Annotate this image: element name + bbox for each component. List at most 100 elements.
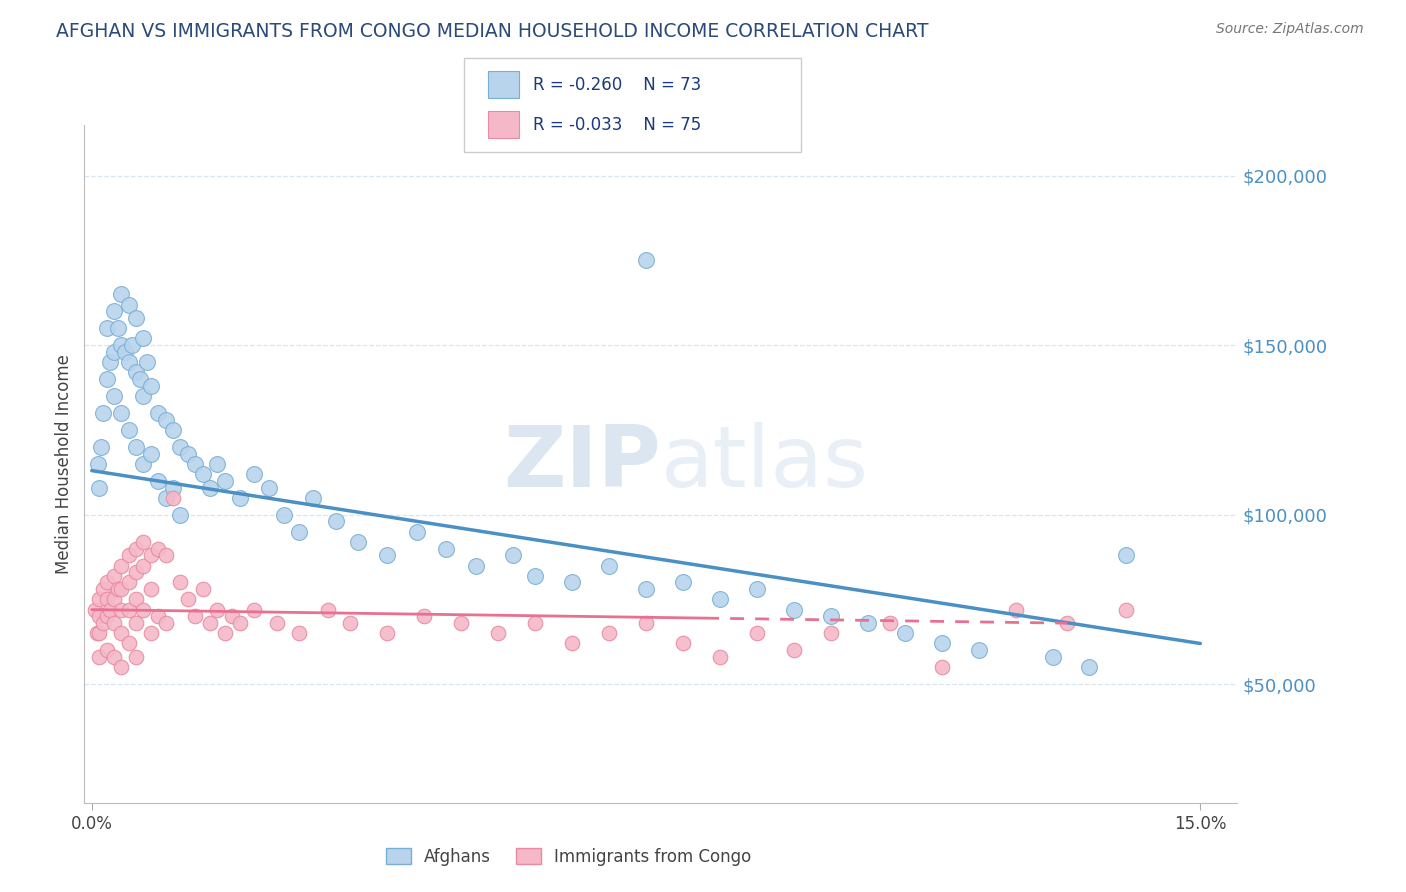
Point [148,609,170,624]
Point [103,345,125,359]
Point [110,338,132,352]
Point [128,372,150,386]
Point [207,457,229,471]
Point [110,582,132,597]
Point [121,338,143,352]
Point [287,626,309,640]
Point [273,508,295,522]
Text: ZIP: ZIP [503,422,661,506]
Point [169,508,191,522]
Point [316,602,339,616]
Point [139,379,162,393]
Point [98,355,121,369]
Point [198,616,221,631]
Point [436,541,458,556]
Point [86,626,108,640]
Point [634,253,657,268]
Point [155,549,177,563]
Point [118,575,141,590]
Point [377,626,399,640]
Point [524,616,547,631]
Point [118,602,141,616]
Point [486,626,509,640]
Point [91,406,114,420]
Point [132,602,155,616]
Legend: Afghans, Immigrants from Congo: Afghans, Immigrants from Congo [380,841,758,872]
Point [118,297,141,311]
Point [110,287,132,301]
Point [820,626,842,640]
Point [177,592,200,607]
Point [302,491,325,505]
Text: Source: ZipAtlas.com: Source: ZipAtlas.com [1216,22,1364,37]
Point [191,467,214,481]
Point [118,423,141,437]
Point [132,389,155,403]
Point [118,549,141,563]
Point [561,636,583,650]
Point [125,616,148,631]
Point [325,515,347,529]
Y-axis label: Median Household Income: Median Household Income [55,354,73,574]
Point [967,643,990,657]
Point [184,457,207,471]
Point [783,602,806,616]
Point [148,406,170,420]
Point [155,616,177,631]
Point [214,474,236,488]
Point [634,616,657,631]
Point [745,582,768,597]
Point [107,582,129,597]
Point [125,592,148,607]
Point [91,582,114,597]
Point [287,524,309,539]
Point [155,491,177,505]
Text: AFGHAN VS IMMIGRANTS FROM CONGO MEDIAN HOUSEHOLD INCOME CORRELATION CHART: AFGHAN VS IMMIGRANTS FROM CONGO MEDIAN H… [56,22,929,41]
Point [89,481,111,495]
Point [745,626,768,640]
Point [406,524,429,539]
Point [184,609,207,624]
Point [1056,616,1078,631]
Point [110,626,132,640]
Point [162,423,184,437]
Point [377,549,399,563]
Point [103,592,125,607]
Point [450,616,472,631]
Point [118,636,141,650]
Point [346,534,368,549]
Point [125,566,148,580]
Point [89,626,111,640]
Point [221,609,243,624]
Point [103,568,125,582]
Point [96,575,118,590]
Point [207,602,229,616]
Point [125,365,148,379]
Point [148,474,170,488]
Point [1115,549,1137,563]
Point [89,592,111,607]
Point [86,457,108,471]
Point [561,575,583,590]
Point [110,602,132,616]
Point [856,616,879,631]
Point [1004,602,1026,616]
Point [96,643,118,657]
Point [132,331,155,345]
Text: R = -0.260    N = 73: R = -0.260 N = 73 [533,76,702,94]
Point [155,413,177,427]
Point [96,609,118,624]
Point [598,558,620,573]
Point [136,355,159,369]
Point [132,534,155,549]
Point [110,558,132,573]
Point [243,467,266,481]
Point [243,602,266,616]
Point [634,582,657,597]
Point [162,491,184,505]
Point [139,582,162,597]
Point [107,321,129,335]
Point [125,650,148,665]
Point [783,643,806,657]
Point [125,541,148,556]
